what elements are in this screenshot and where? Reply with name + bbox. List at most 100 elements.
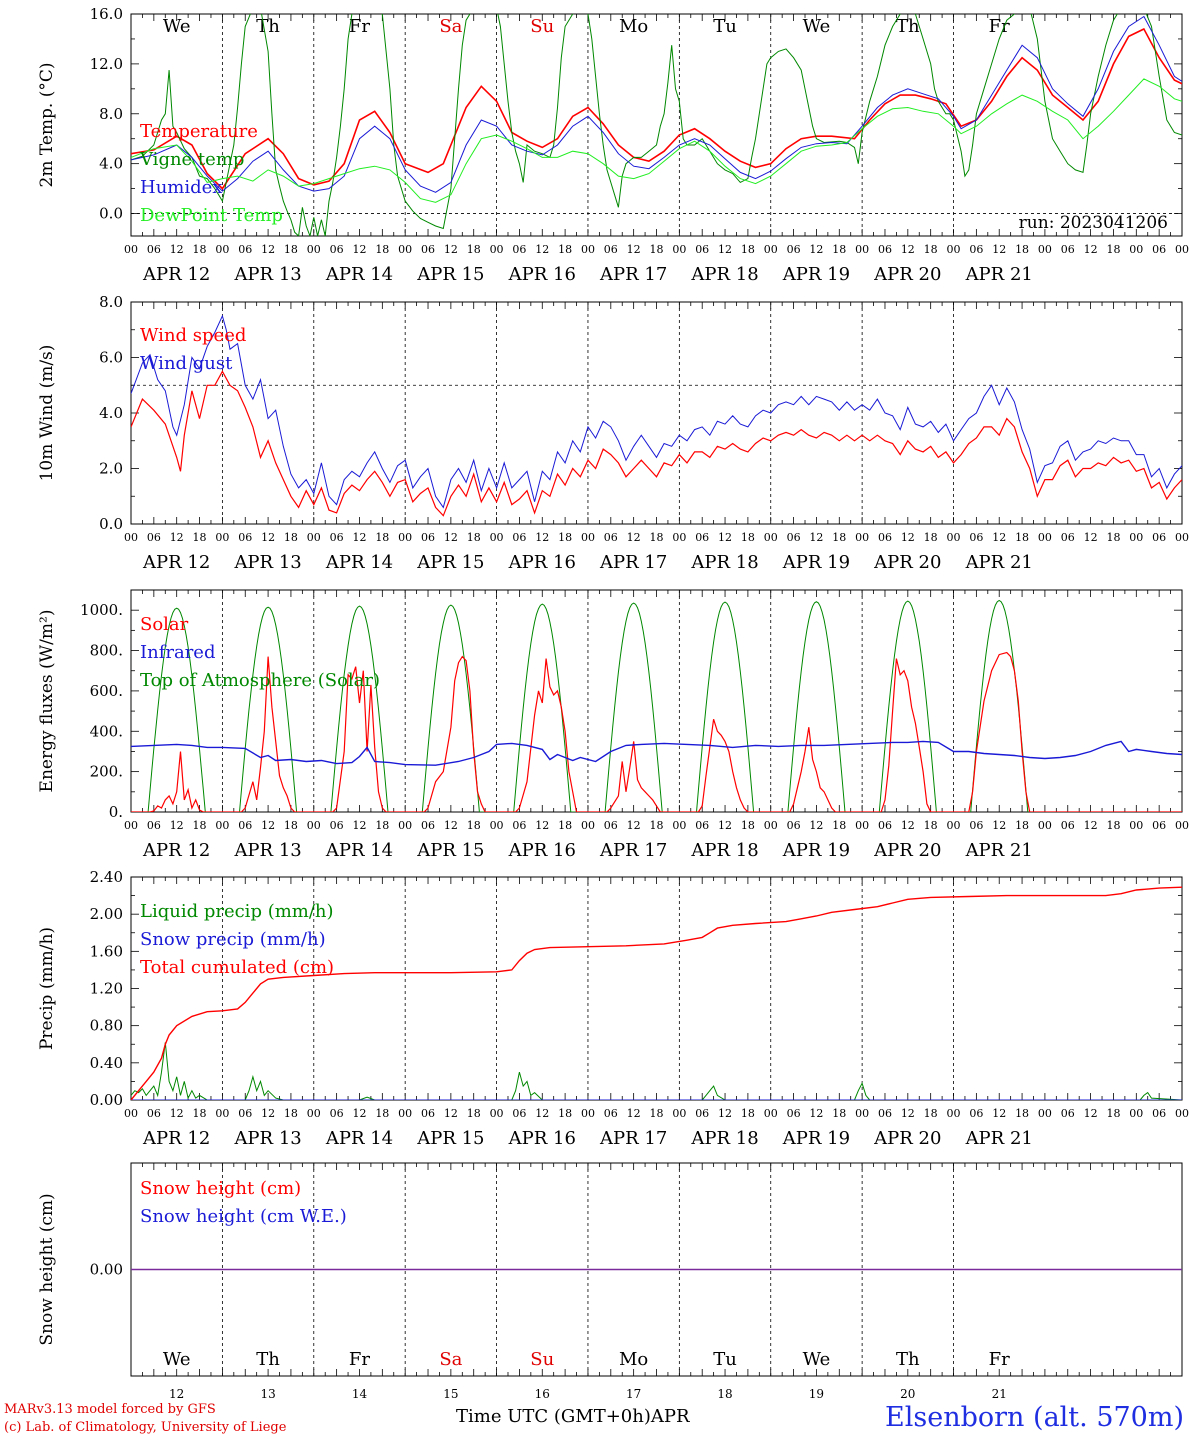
x-hour-label: 00	[307, 531, 321, 544]
x-date-label: APR 18	[690, 840, 758, 861]
x-hour-label: 12	[992, 243, 1006, 256]
y-tick-label: 0.0	[99, 515, 123, 533]
x-hour-label: 00	[307, 1107, 321, 1120]
x-axis-label: Time UTC (GMT+0h)APR	[456, 1406, 690, 1427]
x-hour-label: 00	[672, 531, 686, 544]
y-axis-title: Snow height (cm)	[37, 1193, 57, 1345]
x-date-label: APR 15	[416, 840, 484, 861]
x-date-label: APR 13	[233, 840, 301, 861]
series-line-wind-gust	[131, 314, 1182, 509]
series-line-infrared	[131, 740, 1182, 766]
weekday-label: Th	[896, 1349, 920, 1370]
day-number-label: 12	[169, 1387, 184, 1401]
y-tick-label: 0.	[109, 803, 123, 821]
series-line-solar	[131, 651, 1182, 812]
x-hour-label: 12	[809, 531, 823, 544]
panel-snow: 0.00 Snow height (cm) Snow height (cm) Snow…	[37, 1162, 1183, 1401]
x-hour-label: 12	[627, 819, 641, 832]
y-tick-label: 8.0	[99, 105, 123, 123]
x-hour-label: 00	[215, 819, 229, 832]
x-hour-label: 18	[467, 531, 481, 544]
x-date-label: APR 14	[325, 1128, 393, 1149]
x-hour-label: 00	[947, 531, 961, 544]
x-hour-label: 06	[421, 1107, 435, 1120]
day-number-label: 13	[260, 1387, 275, 1401]
x-hour-label: 12	[261, 531, 275, 544]
x-hour-label: 06	[147, 531, 161, 544]
x-hour-label: 00	[581, 531, 595, 544]
x-hour-label: 00	[398, 531, 412, 544]
x-hour-label: 00	[1038, 819, 1052, 832]
x-hour-label: 18	[1015, 531, 1029, 544]
x-hour-label: 18	[193, 243, 207, 256]
x-hour-label: 12	[535, 531, 549, 544]
x-hour-label: 06	[512, 531, 526, 544]
legend-entry: DewPoint Temp	[140, 205, 283, 226]
x-hour-label: 06	[787, 1107, 801, 1120]
x-date-label: APR 16	[508, 552, 576, 573]
y-tick-label: 1000.	[80, 601, 123, 619]
x-hour-label: 18	[558, 243, 572, 256]
x-hour-label: 12	[718, 243, 732, 256]
x-hour-label: 06	[787, 819, 801, 832]
x-hour-label: 18	[375, 531, 389, 544]
x-hour-label: 06	[238, 243, 252, 256]
x-hour-label: 06	[512, 1107, 526, 1120]
x-hour-label: 18	[1106, 243, 1120, 256]
x-hour-label: 12	[535, 243, 549, 256]
x-hour-label: 18	[832, 243, 846, 256]
y-tick-label: 0.80	[90, 1017, 123, 1035]
x-hour-label: 12	[1084, 531, 1098, 544]
legend-entry: Snow height (cm W.E.)	[140, 1206, 347, 1227]
x-hour-label: 00	[124, 819, 138, 832]
x-hour-label: 00	[124, 1107, 138, 1120]
x-hour-label: 18	[741, 1107, 755, 1120]
x-date-label: APR 20	[873, 552, 941, 573]
weekday-label: Fr	[349, 16, 370, 37]
x-hour-label: 18	[193, 1107, 207, 1120]
x-hour-label: 18	[467, 243, 481, 256]
x-hour-label: 18	[650, 1107, 664, 1120]
x-hour-label: 06	[147, 243, 161, 256]
legend-entry: Humidex	[140, 177, 222, 198]
x-hour-label: 18	[1015, 819, 1029, 832]
x-hour-label: 00	[581, 243, 595, 256]
x-date-label: APR 12	[142, 552, 210, 573]
x-hour-label: 00	[1175, 243, 1189, 256]
x-hour-label: 06	[512, 819, 526, 832]
legend-entry: Solar	[140, 614, 189, 635]
x-hour-label: 00	[764, 1107, 778, 1120]
x-hour-label: 00	[215, 531, 229, 544]
x-hour-label: 06	[1152, 819, 1166, 832]
x-hour-label: 06	[878, 819, 892, 832]
weekday-label: Fr	[989, 1349, 1010, 1370]
x-hour-label: 18	[1106, 1107, 1120, 1120]
x-hour-label: 18	[375, 1107, 389, 1120]
legend-entry: Liquid precip (mm/h)	[140, 901, 334, 922]
x-hour-label: 00	[947, 1107, 961, 1120]
legend-entry: Snow height (cm)	[140, 1178, 301, 1199]
y-tick-label: 1.60	[90, 942, 123, 960]
x-hour-label: 06	[969, 1107, 983, 1120]
series-line-vigne-temp	[131, 14, 1182, 236]
weekday-label: Su	[530, 16, 554, 37]
series-line-temperature	[131, 27, 1182, 190]
legend-entry: Top of Atmosphere (Solar)	[140, 670, 380, 691]
x-date-label: APR 17	[599, 552, 667, 573]
y-tick-label: 400.	[90, 722, 123, 740]
day-number-label: 18	[717, 1387, 732, 1401]
x-hour-label: 06	[787, 243, 801, 256]
x-hour-label: 06	[695, 819, 709, 832]
credit-model: MARv3.13 model forced by GFS	[4, 1402, 216, 1417]
x-hour-label: 12	[1084, 243, 1098, 256]
x-hour-label: 18	[741, 243, 755, 256]
x-hour-label: 12	[352, 243, 366, 256]
y-axis-title: 10m Wind (m/s)	[37, 345, 57, 482]
x-hour-label: 18	[193, 819, 207, 832]
x-hour-label: 00	[855, 243, 869, 256]
y-tick-label: 2.00	[90, 905, 123, 923]
x-hour-label: 12	[718, 819, 732, 832]
weekday-label: Tu	[713, 16, 737, 37]
y-tick-label: 1.20	[90, 980, 123, 998]
x-date-label: APR 18	[690, 1128, 758, 1149]
